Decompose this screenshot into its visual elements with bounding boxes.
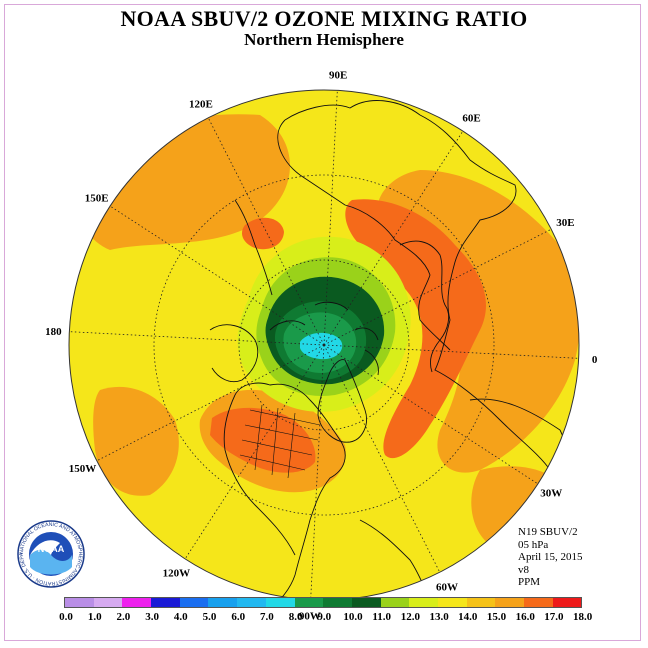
- colorbar-swatch: [380, 598, 410, 607]
- colorbar-tick-label: 14.0: [458, 611, 478, 623]
- colorbar-swatch: [495, 598, 524, 607]
- meridian-line: [96, 344, 325, 462]
- graticule: [69, 90, 579, 600]
- longitude-label: 0: [592, 354, 598, 366]
- colorbar-tick-label: 11.0: [372, 611, 392, 623]
- us-boundaries: [239, 404, 321, 479]
- colorbar-swatch: [323, 598, 352, 607]
- longitude-label: 60E: [462, 113, 480, 125]
- info-units: PPM: [518, 576, 541, 588]
- colorbar-swatch: [65, 598, 94, 607]
- colorbar-swatch: [93, 598, 123, 607]
- longitude-label: 150E: [85, 192, 109, 204]
- colorbar-tick-label: 13.0: [429, 611, 449, 623]
- meridian-line: [184, 344, 325, 560]
- meridian-line: [69, 331, 325, 346]
- meridian-line: [323, 344, 579, 359]
- colorbar-swatch: [409, 598, 438, 607]
- meridian-line: [323, 130, 464, 346]
- longitude-label: 120W: [163, 567, 191, 579]
- longitude-label: 150W: [69, 463, 97, 475]
- longitude-labels: 0 30E 60E 90E 120E 150E 180 150W 120W 90W 60W 30W: [45, 69, 598, 622]
- colorbar-tick-label: 8.0: [288, 611, 303, 623]
- longitude-label: 60W: [436, 581, 458, 593]
- colorbar-tick-label: 18.0: [572, 611, 593, 623]
- colorbar-swatch: [179, 598, 209, 607]
- colorbar-labels: 0.0 1.0 2.0 3.0 4.0 5.0 6.0 7.0 8.0 9.0 10.0 11.0 12…: [0, 611, 648, 627]
- colorbar-tick-label: 3.0: [145, 611, 159, 623]
- colorbar-swatch: [437, 598, 467, 607]
- colorbar-swatch: [265, 598, 295, 607]
- colorbar-tick-label: 4.0: [173, 611, 188, 623]
- colorbar-swatch: [151, 598, 180, 607]
- logo-wave: [30, 549, 72, 575]
- colorbar-tick-label: 2.0: [116, 611, 131, 623]
- colorbar-tick-label: 9.0: [317, 611, 332, 623]
- noaa-logo: NATIONAL OCEANIC AND ATMOSPHERIC ADMINIS…: [16, 519, 85, 588]
- contour-15-pacific: [93, 386, 179, 496]
- logo-text: NOAA: [38, 544, 65, 554]
- colorbar-tick-label: 6.0: [231, 611, 246, 623]
- colorbar-swatch: [122, 598, 152, 607]
- colorbar-tick-label: 17.0: [544, 611, 564, 623]
- colorbar-swatch: [237, 598, 266, 607]
- longitude-label: 90E: [329, 69, 347, 81]
- meridian-line: [207, 117, 325, 346]
- info-date: April 15, 2015: [518, 551, 583, 563]
- longitude-label: 120E: [189, 99, 213, 111]
- colorbar-tick-label: 1.0: [87, 611, 102, 623]
- latitude-circle: [153, 174, 495, 516]
- colorbar-swatch: [524, 598, 553, 607]
- colorbar-swatch: [208, 598, 238, 607]
- colorbar-tick-label: 5.0: [202, 611, 217, 623]
- colorbar-swatch: [552, 598, 582, 607]
- colorbar-swatch: [466, 598, 496, 607]
- colorbar-tick-label: 10.0: [343, 611, 363, 623]
- info-instrument: N19 SBUV/2: [518, 526, 578, 538]
- colorbar: [64, 597, 583, 608]
- image-frame: [4, 4, 641, 641]
- colorbar-tick-label: 15.0: [486, 611, 507, 623]
- contour-16-north-america: [210, 407, 316, 473]
- longitude-label: 180: [45, 326, 62, 338]
- meridian-line: [323, 228, 552, 346]
- meridian-line: [310, 344, 325, 600]
- chart-title: NOAA SBUV/2 OZONE MIXING RATIO: [120, 6, 528, 31]
- meridian-line: [323, 344, 441, 573]
- meridian-line: [323, 344, 539, 485]
- meridian-line: [109, 205, 325, 346]
- colorbar-tick-label: 16.0: [515, 611, 535, 623]
- meridian-line: [323, 90, 338, 346]
- contour-16-ne-asia: [241, 217, 284, 250]
- longitude-label: 90W: [299, 611, 321, 623]
- colorbar-swatch: [294, 598, 324, 607]
- info-block: N19 SBUV/2 05 hPa April 15, 2015 v8 PPM: [518, 526, 582, 589]
- colorbar-tick-label: 7.0: [260, 611, 274, 623]
- latitude-circle: [238, 259, 410, 431]
- info-level: 05 hPa: [518, 538, 549, 551]
- colorbar-swatch: [351, 598, 381, 607]
- colorbar-tick-label: 0.0: [59, 611, 73, 623]
- longitude-label: 30E: [556, 217, 574, 229]
- ozone-field: [70, 114, 579, 550]
- info-version: v8: [518, 563, 529, 576]
- logo-bird: [30, 540, 60, 555]
- colorbar-tick-label: 12.0: [400, 611, 421, 623]
- longitude-label: 30W: [540, 488, 562, 500]
- contour-8: [300, 332, 343, 360]
- chart-subtitle: Northern Hemisphere: [244, 30, 404, 49]
